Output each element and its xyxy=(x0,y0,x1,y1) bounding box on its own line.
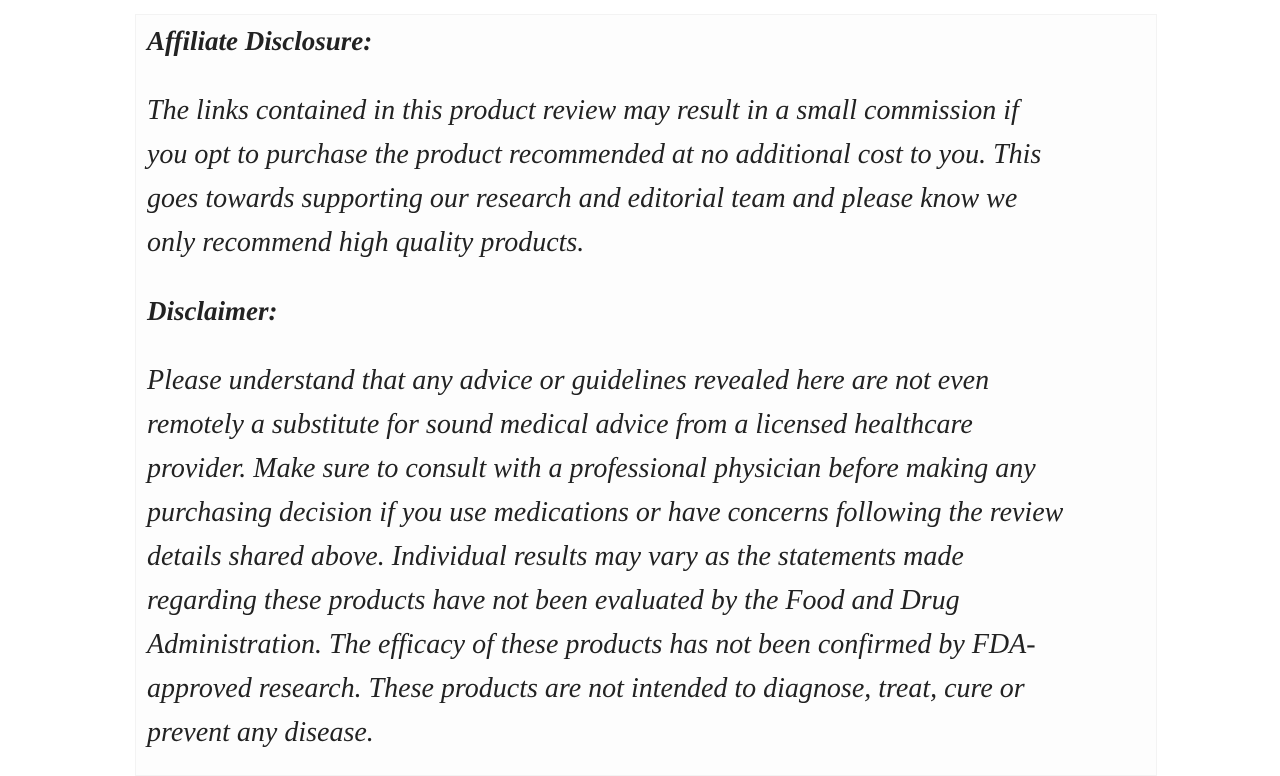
text-line: Please understand that any advice or gui… xyxy=(147,365,990,396)
text-line: Administration. The efficacy of these pr… xyxy=(147,629,1036,660)
text-line: provider. Make sure to consult with a pr… xyxy=(147,453,1036,484)
disclosure-box xyxy=(135,14,1157,776)
text-line: you opt to purchase the product recommen… xyxy=(147,139,1042,170)
text-line: regarding these products have not been e… xyxy=(147,585,960,616)
text-line: The links contained in this product revi… xyxy=(147,95,1019,126)
text-line: purchasing decision if you use medicatio… xyxy=(147,497,1064,528)
text-line: only recommend high quality products. xyxy=(147,227,585,258)
disclaimer-text: Please understand that any advice or gui… xyxy=(147,359,1063,755)
text-line: approved research. These products are no… xyxy=(147,673,1025,704)
text-line: goes towards supporting our research and… xyxy=(147,183,1018,214)
text-line: prevent any disease. xyxy=(147,717,374,748)
text-line: details shared above. Individual results… xyxy=(147,541,964,572)
disclaimer-heading: Disclaimer: xyxy=(147,296,278,326)
affiliate-disclosure-text: The links contained in this product revi… xyxy=(147,89,1041,265)
text-line: remotely a substitute for sound medical … xyxy=(147,409,973,440)
affiliate-disclosure-heading: Affiliate Disclosure: xyxy=(147,26,373,56)
